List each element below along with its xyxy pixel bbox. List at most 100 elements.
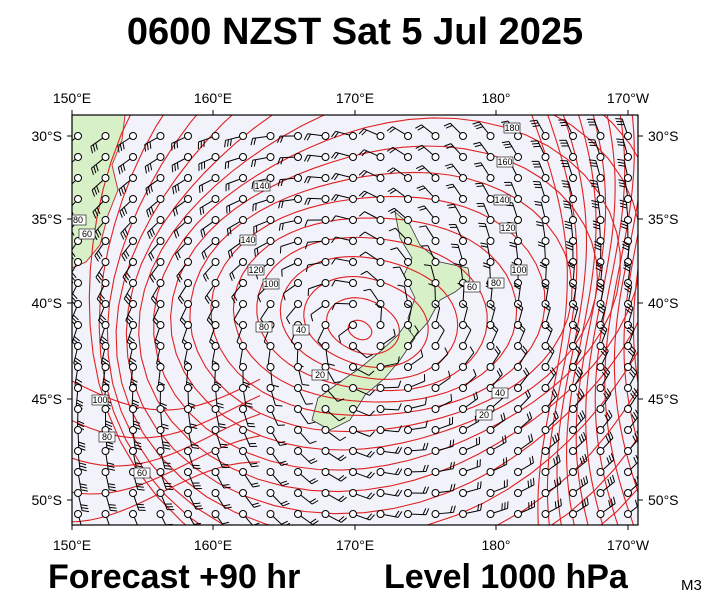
station [377,259,384,266]
station [267,133,274,140]
station [515,175,522,182]
barb-feather [110,510,117,511]
barb-feather [275,405,282,406]
station [212,217,219,224]
station [102,448,109,455]
station [240,427,247,434]
station [240,259,247,266]
station [597,133,604,140]
station [570,427,577,434]
isobar-label: 40 [495,388,505,398]
station [542,427,549,434]
barb-feather [195,526,202,527]
station [350,280,357,287]
station [405,364,412,371]
station [597,196,604,203]
barb-shaft [411,514,425,515]
station [350,511,357,518]
barb-feather [68,210,71,216]
barb-shaft [133,412,134,426]
lat-label-right: 45°S [648,391,679,407]
station [377,448,384,455]
barb-feather [81,526,88,527]
station [295,280,302,287]
station [157,259,164,266]
station [487,238,494,245]
barb-feather [248,426,255,427]
station [157,469,164,476]
station [240,133,247,140]
station [322,427,329,434]
station [432,154,439,161]
station [377,133,384,140]
station [240,469,247,476]
station [432,196,439,203]
station [75,322,82,329]
station [102,133,109,140]
station [185,406,192,413]
station [350,196,357,203]
station [75,490,82,497]
station [185,364,192,371]
station [322,175,329,182]
station [460,406,467,413]
station [75,448,82,455]
station [405,490,412,497]
station [460,511,467,518]
station [212,238,219,245]
station [185,448,192,455]
station [130,217,137,224]
station [267,154,274,161]
station [542,490,549,497]
station [295,511,302,518]
station [130,301,137,308]
station [267,511,274,518]
station [350,469,357,476]
isobar-label: 120 [500,223,515,233]
station [405,343,412,350]
station [75,427,82,434]
station [102,385,109,392]
station [295,238,302,245]
isobar [643,110,698,530]
station [212,196,219,203]
barb-feather [69,143,71,150]
station [570,511,577,518]
barb-feather [65,191,68,197]
isobar-label: 60 [467,282,477,292]
barb-feather [479,226,486,227]
lon-label-bottom: 150°E [53,537,91,553]
station [487,469,494,476]
station [322,238,329,245]
barb-shaft [78,433,79,447]
station [405,238,412,245]
station [322,154,329,161]
station [267,406,274,413]
station [75,385,82,392]
station [460,133,467,140]
station [432,490,439,497]
station [625,385,632,392]
station [102,511,109,518]
station [185,343,192,350]
station [460,427,467,434]
station [350,364,357,371]
station [322,385,329,392]
station [350,154,357,161]
station [377,154,384,161]
station [102,280,109,287]
station [102,490,109,497]
isobar-label: 100 [92,395,107,405]
barb-feather [66,212,69,218]
lat-label-right: 30°S [648,128,679,144]
station [267,427,274,434]
station [625,511,632,518]
station [267,448,274,455]
lat-label-left: 50°S [31,492,62,508]
lon-label-top: 150°E [53,90,91,106]
station [185,154,192,161]
station [542,154,549,161]
station [267,217,274,224]
station [377,280,384,287]
lon-label-bottom: 170°E [336,537,374,553]
